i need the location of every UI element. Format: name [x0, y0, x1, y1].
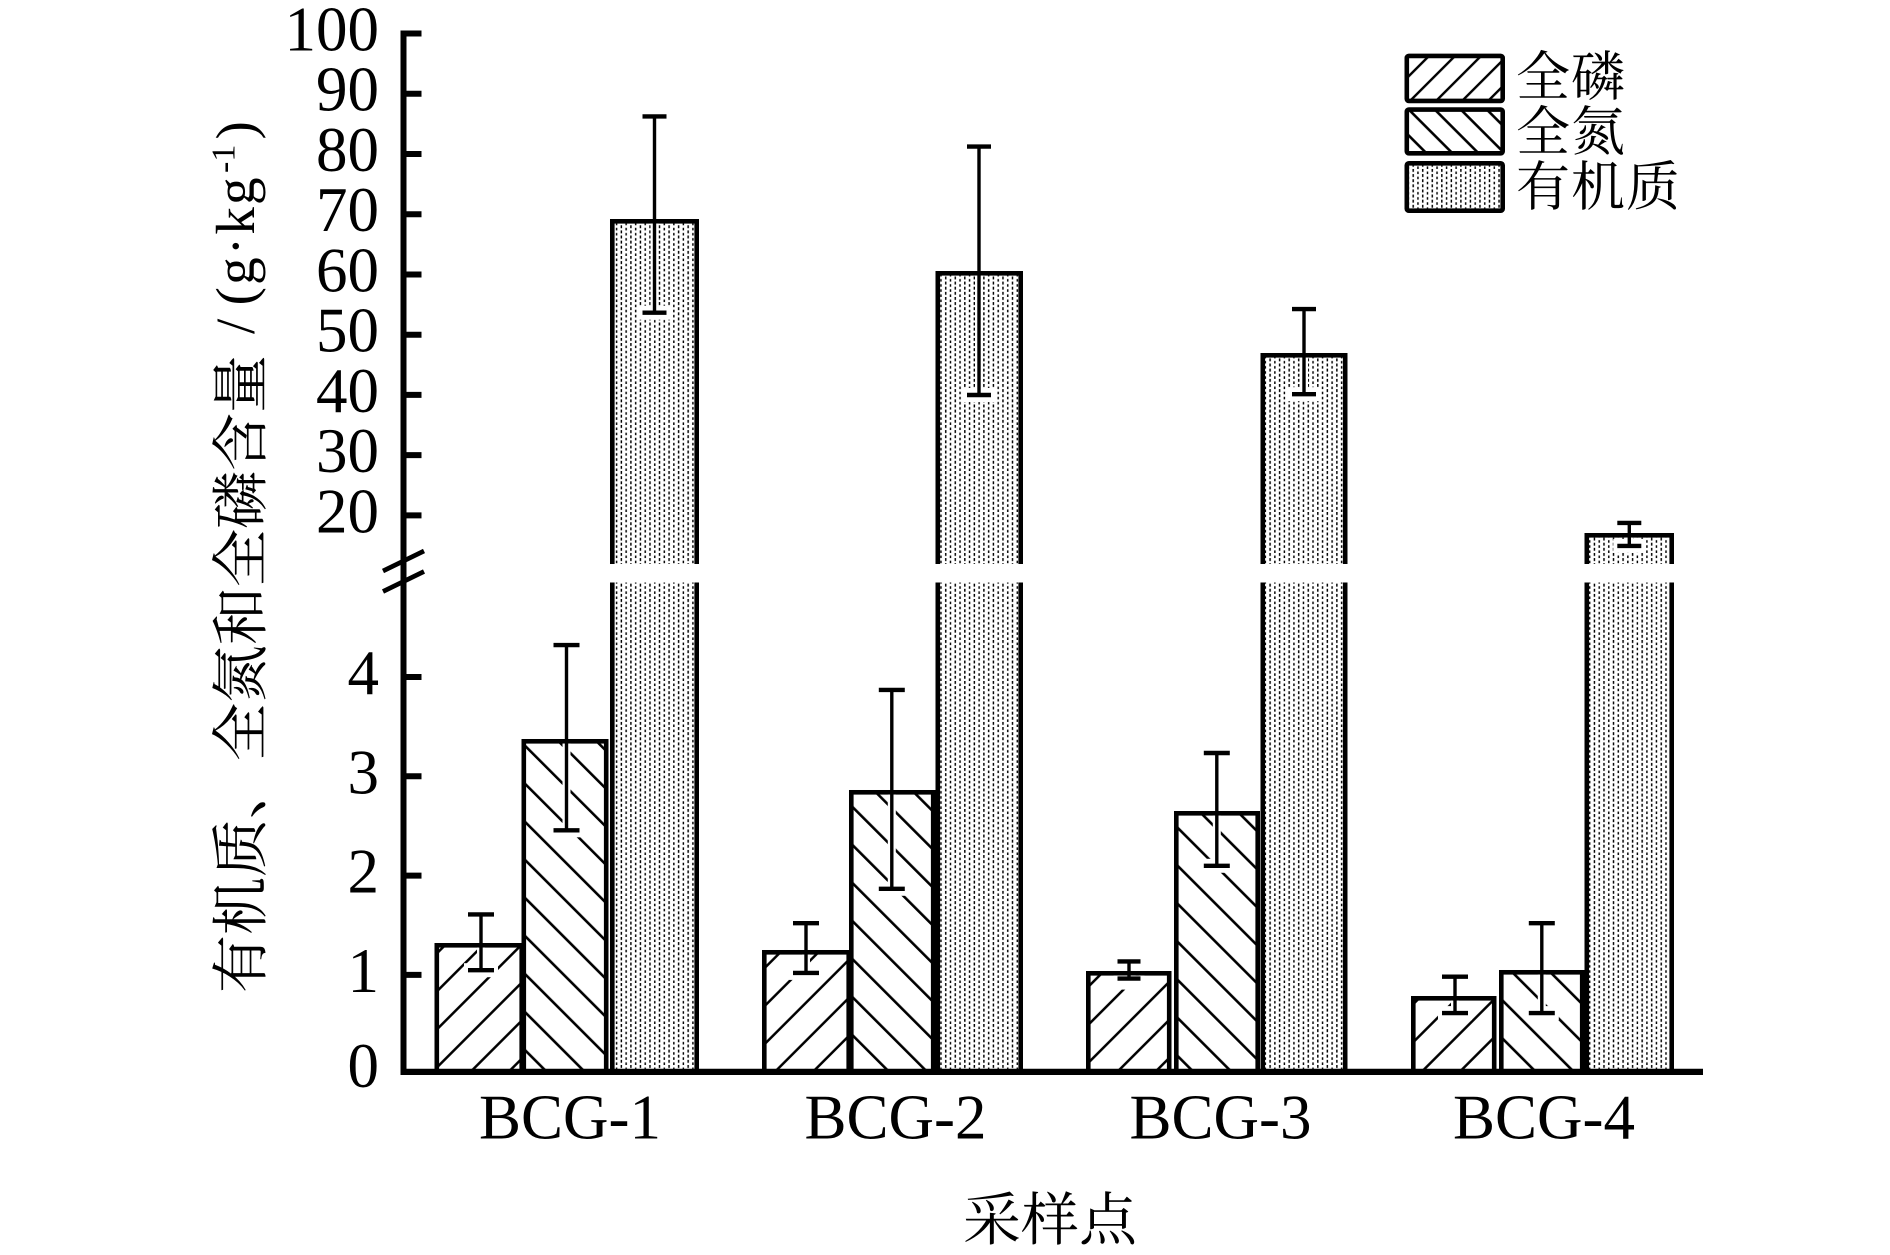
svg-text:BCG-1: BCG-1 [479, 1083, 661, 1153]
svg-text:90: 90 [316, 55, 379, 125]
svg-text:(g·kg: (g·kg [205, 175, 266, 305]
svg-text:60: 60 [316, 236, 379, 306]
svg-text:3: 3 [348, 737, 380, 807]
svg-text:80: 80 [316, 115, 379, 185]
svg-text:20: 20 [316, 476, 379, 546]
svg-text:-1: -1 [206, 145, 243, 173]
svg-text:70: 70 [316, 175, 379, 245]
svg-text:30: 30 [316, 416, 379, 486]
svg-text:BCG-4: BCG-4 [1453, 1083, 1635, 1153]
svg-text:BCG-2: BCG-2 [804, 1083, 986, 1153]
svg-text:1: 1 [348, 936, 380, 1006]
svg-text:2: 2 [348, 837, 380, 907]
svg-text:/: / [205, 318, 266, 334]
svg-text:4: 4 [348, 638, 380, 708]
svg-text:0: 0 [348, 1031, 380, 1101]
svg-text:40: 40 [316, 356, 379, 426]
svg-text:BCG-3: BCG-3 [1129, 1083, 1311, 1153]
svg-text:50: 50 [316, 296, 379, 366]
svg-text:): ) [205, 121, 266, 139]
svg-text:100: 100 [285, 0, 380, 65]
